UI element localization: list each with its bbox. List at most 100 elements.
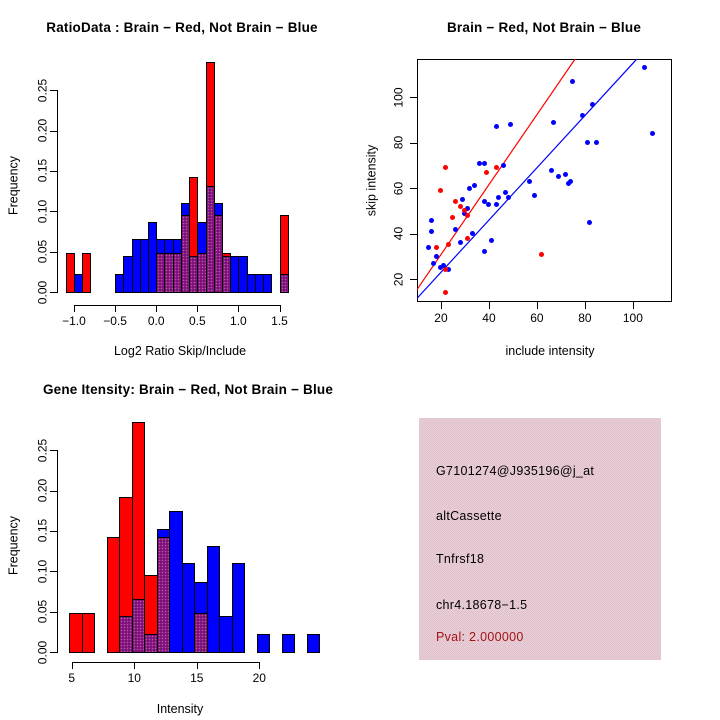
scatter-title: Brain − Red, Not Brain − Blue — [446, 20, 642, 35]
x-tick-label: 20 — [434, 311, 448, 325]
scatter-point-blue — [433, 253, 439, 259]
fit-lines-layer — [417, 59, 638, 299]
x-tick — [115, 305, 117, 312]
y-tick-label: 0.15 — [35, 159, 50, 183]
ratio-histogram-title: RatioData : Brain − Red, Not Brain − Blu… — [46, 20, 318, 35]
histogram-bar-blue — [282, 634, 295, 653]
y-tick-label: 0.25 — [35, 438, 50, 462]
y-tick — [50, 571, 57, 573]
histogram-bar-overlap — [194, 613, 208, 653]
x-tick-label: 0.0 — [147, 314, 165, 328]
x-tick — [238, 305, 240, 312]
y-tick — [50, 251, 57, 253]
info-line-4: chr4.18678−1.5 — [436, 598, 528, 612]
scatter-point-blue — [464, 206, 470, 212]
scatter-point-red — [484, 169, 490, 175]
x-tick-label: −0.5 — [103, 314, 127, 328]
scatter-point-blue — [565, 181, 571, 187]
x-tick — [156, 305, 158, 312]
histogram-bar-red — [82, 613, 95, 653]
scatter-point-blue — [587, 219, 593, 225]
x-tick-label: 1.0 — [230, 314, 247, 328]
y-tick-label: 0.15 — [35, 519, 50, 543]
histogram-bar-overlap — [119, 616, 133, 653]
x-tick — [73, 305, 75, 312]
scatter-point-blue — [505, 194, 511, 200]
scatter-point-blue — [527, 178, 533, 184]
scatter-point-blue — [476, 160, 482, 166]
x-tick — [134, 662, 136, 669]
scatter-yaxis-label: skip intensity — [364, 144, 379, 217]
x-tick-label: −1.0 — [62, 314, 86, 328]
scatter-point-blue — [431, 260, 437, 266]
x-tick-label: 15 — [190, 671, 204, 685]
histogram-bar-red — [69, 613, 83, 653]
y-axis-line — [57, 450, 58, 653]
scatter-point-blue — [472, 183, 478, 189]
info-line-3: Tnfrsf18 — [436, 552, 485, 566]
scatter-point-blue — [496, 194, 502, 200]
scatter-point-blue — [503, 190, 509, 196]
gene-intensity-histogram-xaxis-label: Intensity — [156, 702, 204, 716]
scatter-point-blue — [460, 197, 466, 203]
info-line-5: Pval: 2.000000 — [436, 630, 524, 644]
gene-intensity-histogram-title: Gene Itensity: Brain − Red, Not Brain − … — [42, 382, 334, 397]
scatter-point-blue — [467, 185, 473, 191]
scatter-point-red — [433, 244, 439, 250]
y-tick-label: 0.00 — [35, 640, 50, 664]
y-tick — [50, 530, 57, 532]
ratio-histogram-xaxis-label: Log2 Ratio Skip/Include — [113, 344, 247, 358]
scatter-point-blue — [481, 249, 487, 255]
scatter-point-red — [493, 165, 499, 171]
scatter-point-blue — [481, 160, 487, 166]
histogram-bar-red — [66, 253, 75, 293]
x-tick — [279, 305, 281, 312]
scatter-point-blue — [493, 201, 499, 207]
y-tick — [50, 490, 57, 492]
scatter-point-blue — [481, 199, 487, 205]
x-tick-label: 40 — [482, 311, 496, 325]
x-tick-label: 100 — [622, 311, 643, 325]
x-axis-line — [71, 662, 261, 663]
scatter-point-blue — [500, 163, 506, 168]
y-tick — [410, 188, 417, 190]
scatter-point-blue — [570, 78, 576, 84]
x-tick — [488, 302, 490, 309]
y-tick-label: 0.10 — [35, 199, 50, 223]
x-tick — [584, 302, 586, 309]
scatter-point-red — [462, 208, 468, 214]
info-panel: G7101274@J935196@j_at altCassette Tnfrsf18… — [419, 418, 661, 660]
histogram-bar-overlap — [144, 634, 158, 653]
scatter-xaxis-label: include intensity — [505, 344, 595, 358]
scatter-point-blue — [508, 122, 514, 128]
x-tick-label: 0.5 — [188, 314, 206, 328]
histogram-bar-blue — [169, 511, 183, 653]
x-tick-label: 10 — [127, 671, 141, 685]
scatter-point-blue — [580, 113, 586, 119]
x-tick — [440, 302, 442, 309]
y-tick — [50, 450, 57, 452]
y-tick-label: 20 — [391, 272, 406, 286]
scatter-point-blue — [568, 178, 574, 184]
y-tick — [410, 142, 417, 144]
histogram-bar-overlap — [132, 599, 145, 653]
y-tick-label: 0.25 — [35, 78, 50, 102]
y-tick — [50, 292, 57, 293]
x-tick — [71, 662, 73, 669]
scatter-point-blue — [457, 240, 463, 246]
scatter-point-red — [457, 203, 463, 209]
scatter-point-blue — [488, 237, 494, 243]
histogram-bar-blue — [232, 563, 245, 653]
info-line-1: G7101274@J935196@j_at — [436, 464, 595, 478]
histogram-bar-blue — [263, 274, 272, 293]
y-tick — [50, 90, 57, 92]
y-tick — [50, 652, 57, 653]
gene-intensity-histogram-yaxis-label: Frequency — [6, 515, 21, 576]
scatter-point-blue — [445, 267, 451, 273]
y-tick-label: 60 — [391, 181, 406, 195]
y-tick — [50, 211, 57, 213]
fit-line-red — [417, 59, 576, 290]
histogram-bar-red — [82, 253, 91, 293]
y-tick-label: 0.20 — [35, 478, 50, 503]
